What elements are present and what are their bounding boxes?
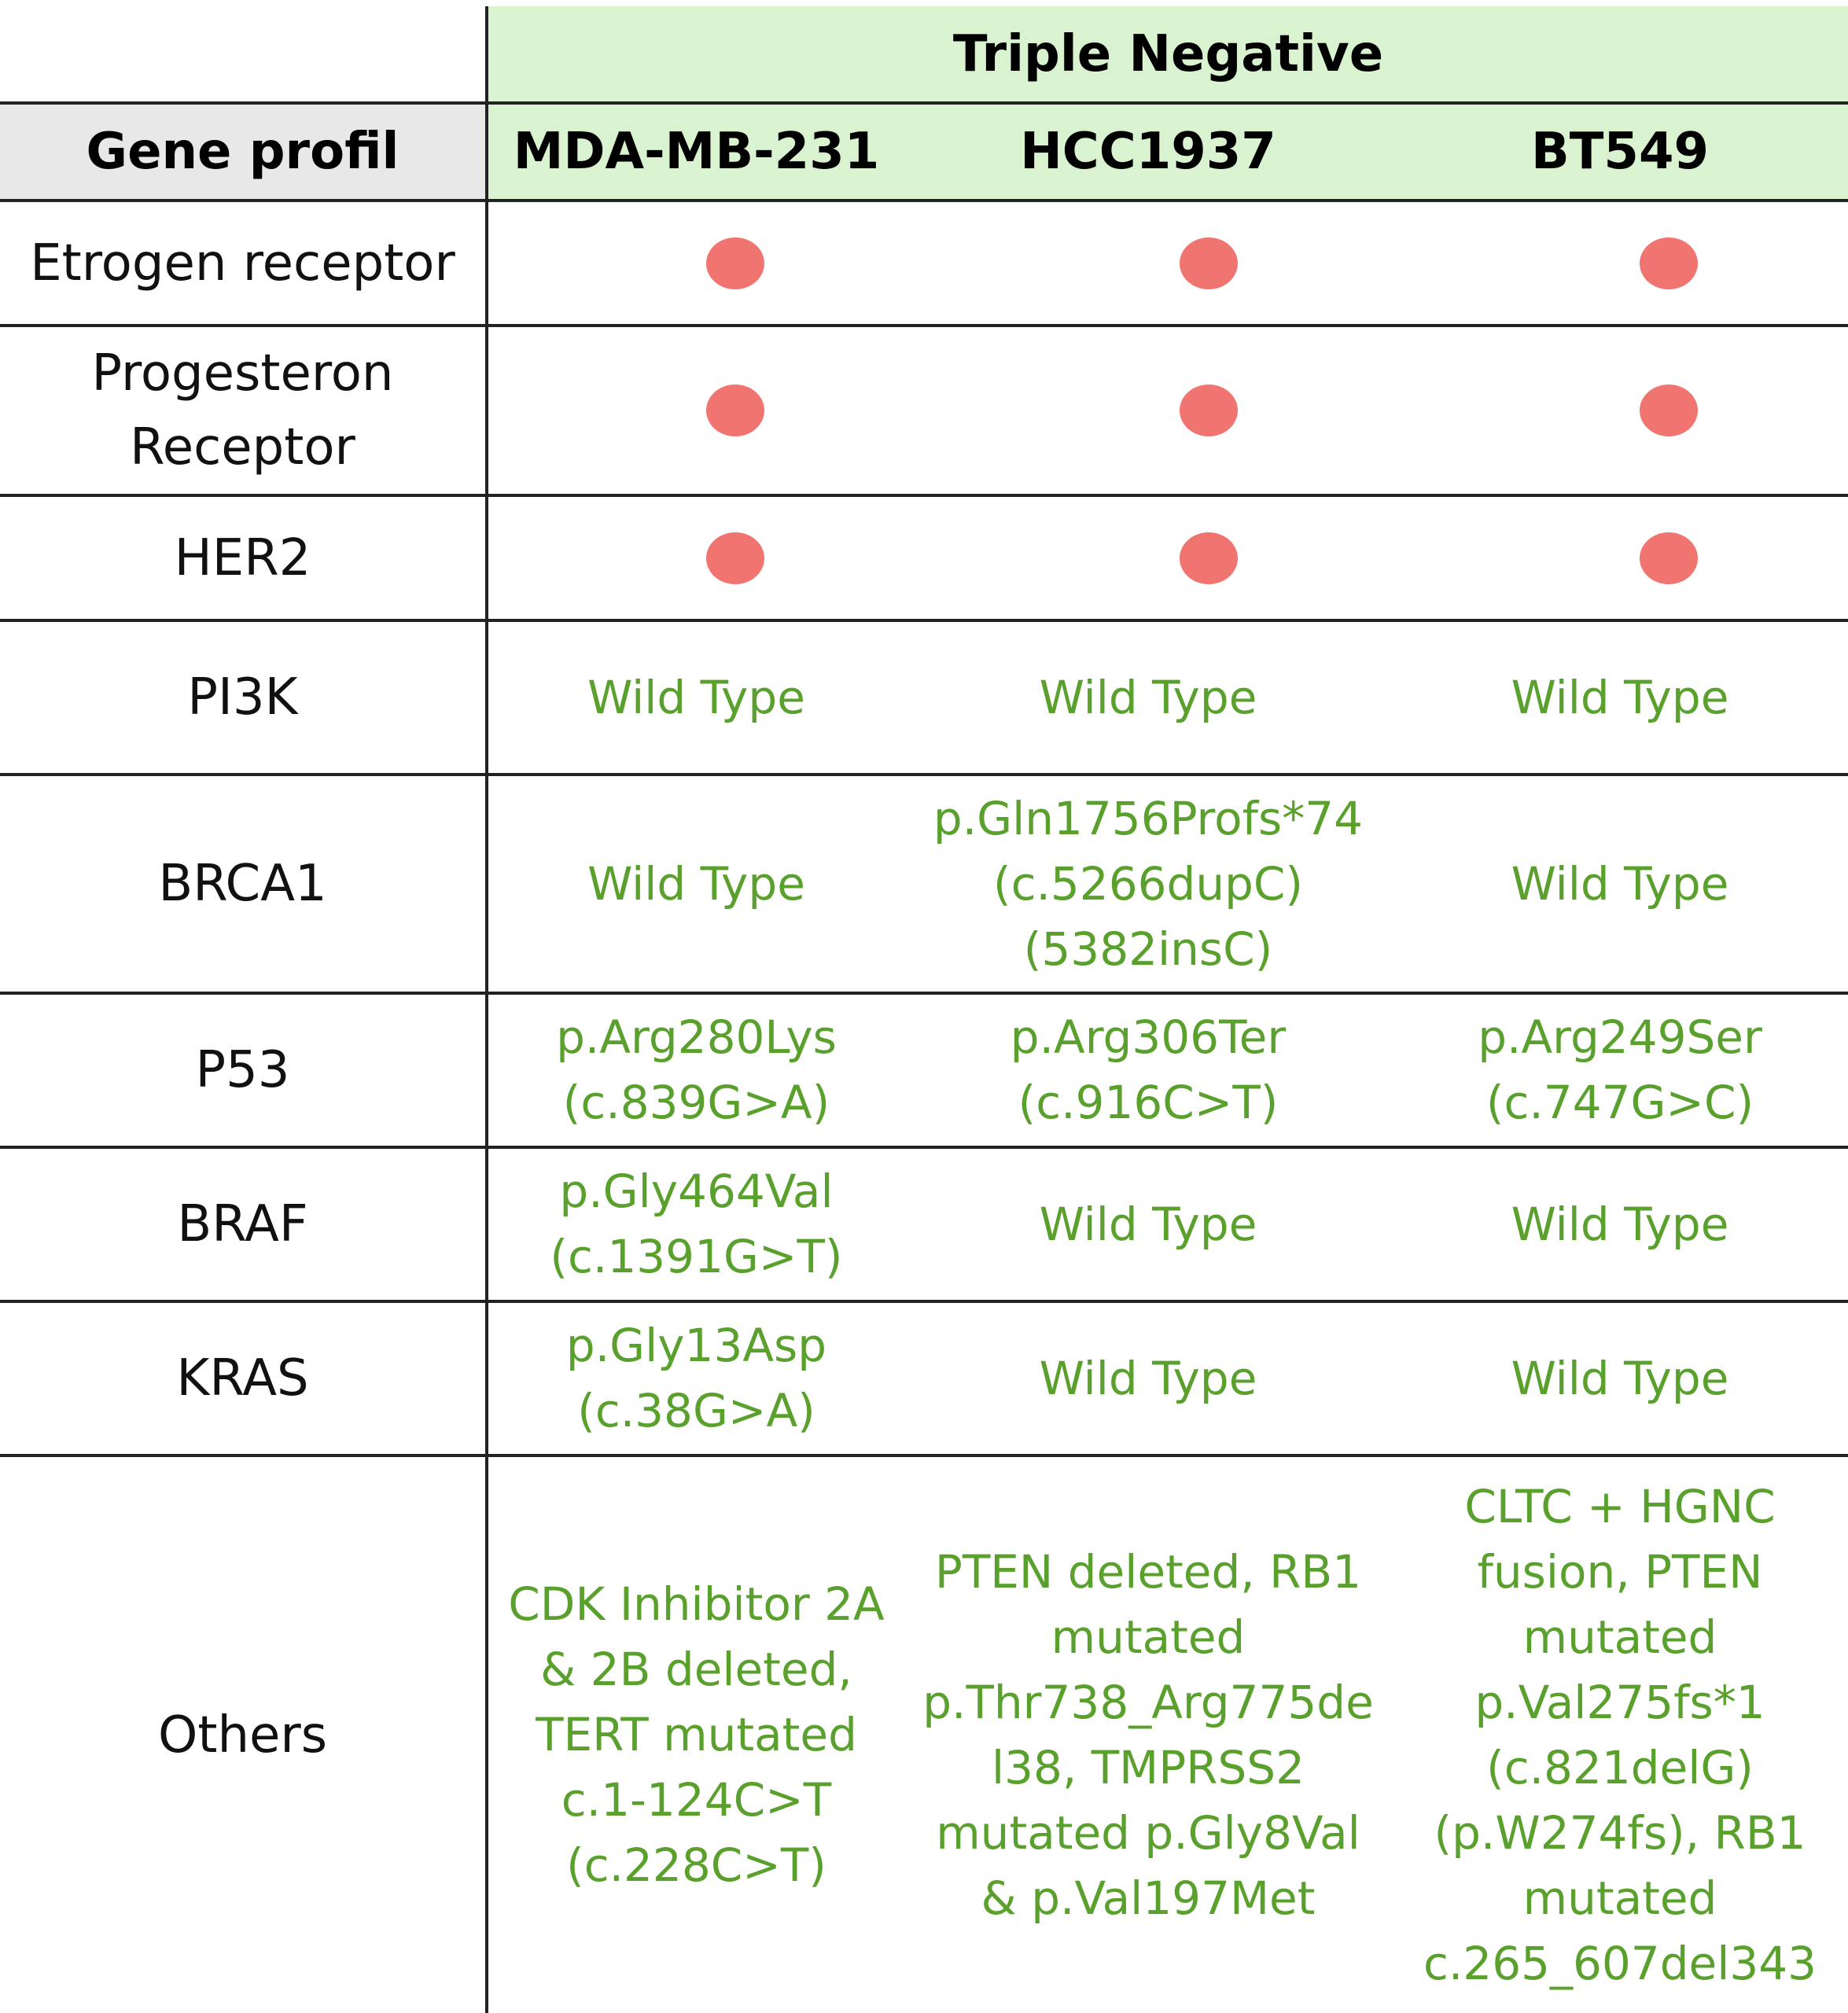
- value-cell: Wild Type: [1039, 1351, 1257, 1405]
- row-divider: [0, 1300, 1848, 1303]
- row-divider: [0, 773, 1848, 776]
- value-cell: Wild Type: [1511, 1351, 1729, 1405]
- row-divider: [0, 494, 1848, 497]
- gene-label: PI3K: [187, 668, 298, 727]
- value-cell: Wild Type: [1039, 1197, 1257, 1251]
- gene-label: Others: [157, 1706, 328, 1765]
- value-cell: Wild Type: [1511, 670, 1729, 724]
- row-divider: [0, 199, 1848, 202]
- red-dot-icon: [1640, 237, 1698, 289]
- column-header-bt549: BT549: [1530, 123, 1710, 181]
- red-dot-icon: [706, 237, 764, 289]
- gene-label: Progesteron Receptor: [91, 344, 394, 477]
- gene-label: BRCA1: [158, 855, 327, 913]
- row-divider: [0, 324, 1848, 327]
- group-header-triple-negative: Triple Negative: [952, 24, 1384, 83]
- row-divider: [0, 101, 1848, 105]
- row-divider: [0, 1454, 1848, 1457]
- red-dot-icon: [1180, 532, 1238, 584]
- gene-profil-header-bg: [0, 105, 487, 201]
- gene-label: Etrogen receptor: [30, 234, 455, 293]
- column-header-hcc1937: HCC1937: [1020, 123, 1276, 181]
- value-cell: CDK Inhibitor 2A & 2B deleted, TERT muta…: [508, 1577, 885, 1892]
- red-dot-icon: [1640, 385, 1698, 436]
- gene-label: KRAS: [176, 1349, 309, 1408]
- value-cell: p.Arg306Ter (c.916C>T): [1010, 1010, 1287, 1129]
- red-dot-icon: [1180, 237, 1238, 289]
- value-cell: Wild Type: [587, 856, 805, 911]
- column-divider: [485, 6, 488, 2013]
- value-cell: p.Gly13Asp (c.38G>A): [565, 1319, 827, 1437]
- value-cell: Wild Type: [587, 670, 805, 724]
- column-header-mda-mb-231: MDA-MB-231: [513, 123, 880, 181]
- row-divider: [0, 619, 1848, 622]
- red-dot-icon: [1640, 532, 1698, 584]
- value-cell: CLTC + HGNC fusion, PTEN mutated p.Val27…: [1423, 1479, 1817, 1990]
- value-cell: Wild Type: [1511, 1197, 1729, 1251]
- red-dot-icon: [706, 532, 764, 584]
- value-cell: PTEN deleted, RB1 mutated p.Thr738_Arg77…: [922, 1544, 1374, 1925]
- value-cell: p.Gln1756Profs*74 (c.5266dupC) (5382insC…: [933, 791, 1364, 976]
- value-cell: p.Arg280Lys (c.839G>A): [556, 1010, 837, 1129]
- gene-label: BRAF: [177, 1195, 308, 1253]
- red-dot-icon: [706, 385, 764, 436]
- row-divider: [0, 1146, 1848, 1149]
- value-cell: Wild Type: [1511, 856, 1729, 911]
- value-cell: p.Arg249Ser (c.747G>C): [1478, 1010, 1762, 1129]
- gene-profil-header: Gene profil: [86, 123, 399, 181]
- value-cell: Wild Type: [1039, 670, 1257, 724]
- red-dot-icon: [1180, 385, 1238, 436]
- row-divider: [0, 992, 1848, 995]
- gene-label: HER2: [174, 528, 311, 587]
- gene-label: P53: [195, 1041, 290, 1099]
- value-cell: p.Gly464Val (c.1391G>T): [550, 1165, 843, 1283]
